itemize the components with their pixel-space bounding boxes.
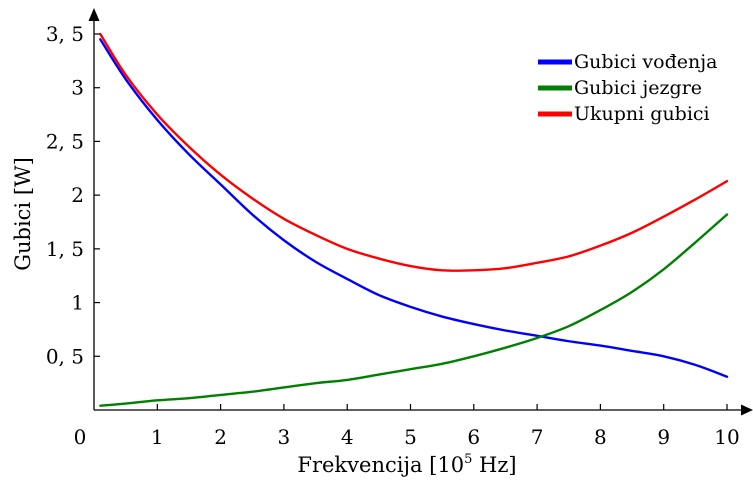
y-tick-label: 3 <box>71 76 84 100</box>
x-tick-label: 6 <box>467 425 480 449</box>
x-axis-label-suffix: Hz] <box>472 453 516 477</box>
series-line-gubici-vodenja <box>99 38 729 378</box>
x-tick-label: 3 <box>278 425 291 449</box>
x-axis-label: Frekvencija [105 Hz] <box>297 452 516 477</box>
x-tick-label: 7 <box>531 425 544 449</box>
series-line-gubici-jezgre <box>99 213 729 407</box>
y-tick-label: 1 <box>71 291 84 315</box>
y-axis-label: Gubici [W] <box>11 157 35 271</box>
y-tick-label: 1, 5 <box>46 237 84 261</box>
legend-label-gubici-jezgre: Gubici jezgre <box>574 77 702 99</box>
x-tick-label: 1 <box>151 425 164 449</box>
y-ticks: 0, 5 1 1, 5 2 2, 5 3 3, 5 <box>46 22 100 368</box>
x-axis-label-superscript: 5 <box>464 452 472 467</box>
x-axis-arrow-icon <box>741 404 753 416</box>
x-tick-label: 8 <box>594 425 607 449</box>
legend-label-gubici-vodenja: Gubici vođenja <box>574 51 717 73</box>
x-tick-label: 5 <box>404 425 417 449</box>
axes <box>88 8 753 416</box>
series-group <box>99 32 729 407</box>
y-tick-label: 2, 5 <box>46 129 84 153</box>
y-tick-label: 3, 5 <box>46 22 84 46</box>
y-tick-label: 0, 5 <box>46 344 84 368</box>
y-tick-label: 2 <box>71 183 84 207</box>
x-tick-label: 0 <box>74 425 87 449</box>
series-line-ukupni-gubici <box>99 32 729 272</box>
x-tick-label: 2 <box>214 425 227 449</box>
legend-label-ukupni-gubici: Ukupni gubici <box>574 103 710 125</box>
y-axis-arrow-icon <box>88 8 100 21</box>
x-tick-label: 10 <box>714 425 739 449</box>
legend: Gubici vođenja Gubici jezgre Ukupni gubici <box>538 51 717 125</box>
x-ticks: 0 1 2 3 4 5 6 7 8 9 10 <box>74 404 740 449</box>
x-tick-label: 9 <box>657 425 670 449</box>
x-tick-label: 4 <box>341 425 354 449</box>
